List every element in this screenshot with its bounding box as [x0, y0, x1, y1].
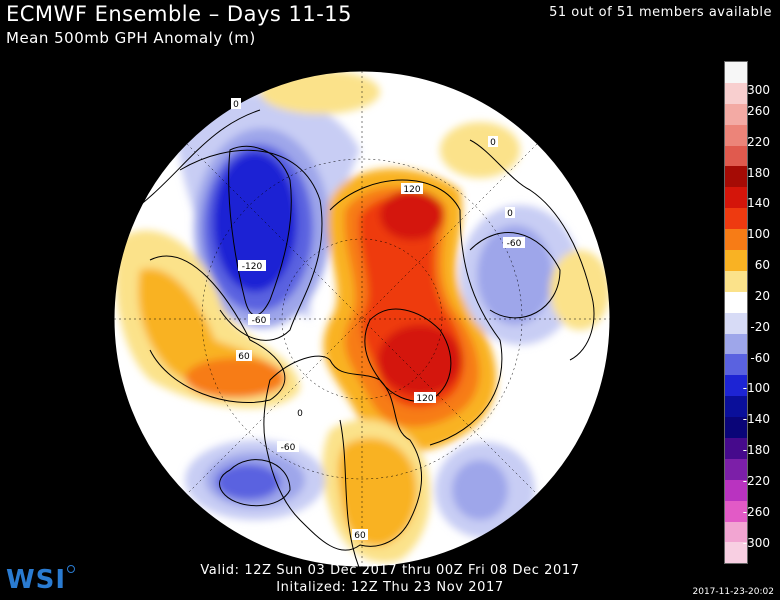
legend-swatch: [725, 124, 747, 146]
color-legend: [724, 61, 748, 565]
legend-swatch: [725, 166, 747, 188]
legend-swatch: [725, 458, 747, 480]
contour-label-bg: [488, 136, 498, 147]
contour-label: -60: [507, 239, 522, 249]
init-time: Initalized: 12Z Thu 23 Nov 2017: [276, 580, 504, 595]
contour-label: -60: [252, 316, 267, 326]
map-title: ECMWF Ensemble – Days 11-15: [6, 2, 353, 26]
contour-label: 60: [354, 531, 366, 541]
legend-label: -180: [742, 443, 770, 457]
legend-swatch: [725, 417, 747, 439]
contour-label-bg: [401, 183, 423, 194]
legend-swatch: [725, 354, 747, 376]
legend-label: -260: [742, 505, 770, 519]
contour-label-bg: [231, 98, 241, 109]
legend-swatch: [725, 479, 747, 501]
contour-label-bg: [352, 529, 368, 540]
legend-swatch: [725, 62, 747, 83]
legend-swatch: [725, 187, 747, 209]
map-subtitle: Mean 500mb GPH Anomaly (m): [6, 29, 256, 47]
legend-swatch: [725, 521, 747, 543]
legend-swatch: [725, 250, 747, 271]
contour-label-bg: [295, 407, 305, 418]
legend-swatch: [725, 396, 747, 418]
legend-swatch: [725, 312, 747, 334]
legend-swatch: [725, 229, 747, 251]
legend-label: -300: [742, 536, 770, 550]
legend-swatch: [725, 103, 747, 125]
legend-swatch: [725, 375, 747, 397]
contour-label-bg: [236, 350, 252, 361]
legend-swatch: [725, 145, 747, 167]
logo-mark-icon: [67, 565, 75, 573]
legend-label: 260: [747, 104, 770, 118]
legend-swatch: [725, 291, 747, 313]
legend-swatch: [725, 333, 747, 355]
legend-label: -140: [742, 412, 770, 426]
members-available: 51 out of 51 members available: [549, 5, 772, 20]
legend-label: 20: [754, 289, 770, 303]
contour-label: -60: [281, 443, 296, 453]
legend-swatch: [725, 542, 747, 564]
contour-label: 0: [490, 138, 496, 148]
contour-label-bg: [503, 237, 525, 248]
contour-label: 0: [233, 100, 239, 110]
legend-label: 220: [747, 135, 770, 149]
valid-period: Valid: 12Z Sun 03 Dec 2017 thru 00Z Fri …: [200, 563, 580, 578]
contour-label-bg: [277, 441, 299, 452]
timestamp: 2017-11-23-20:02: [692, 587, 775, 597]
wsi-logo: WSI: [6, 565, 67, 595]
legend-swatch: [725, 500, 747, 522]
legend-label: 140: [747, 196, 770, 210]
legend-label: 60: [754, 258, 770, 272]
legend-swatch: [725, 82, 747, 104]
contour-label: 60: [238, 352, 250, 362]
contour-label: 120: [403, 185, 420, 195]
legend-label: 180: [747, 166, 770, 180]
legend-swatch: [725, 438, 747, 459]
legend-label: -20: [750, 320, 770, 334]
contour-label: 0: [507, 209, 513, 219]
contour-label-bg: [238, 260, 266, 271]
legend-label: 100: [747, 227, 770, 241]
legend-swatch: [725, 208, 747, 230]
contour-label-bg: [505, 207, 515, 218]
legend-label: -60: [750, 351, 770, 365]
contour-label-bg: [248, 314, 270, 325]
contour-label-bg: [414, 392, 436, 403]
legend-swatch: [725, 270, 747, 292]
legend-label: -220: [742, 474, 770, 488]
legend-label: -100: [742, 381, 770, 395]
legend-label: 300: [747, 83, 770, 97]
contour-label: -120: [242, 262, 263, 272]
contour-label: 120: [416, 394, 433, 404]
contour-label: 0: [297, 409, 303, 419]
